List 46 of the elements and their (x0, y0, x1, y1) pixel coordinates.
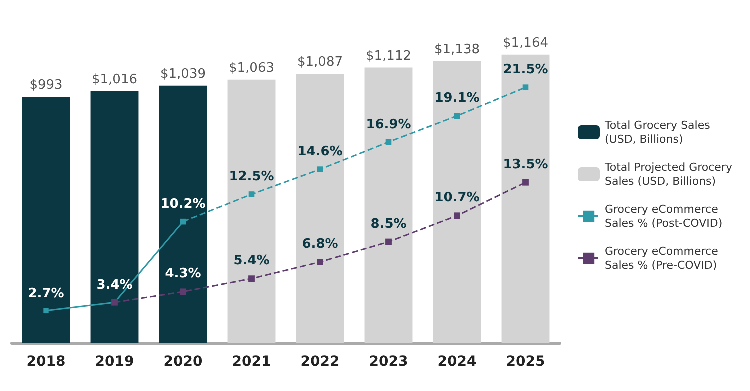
data-label: 2.7% (28, 286, 64, 302)
data-label: $1,087 (298, 54, 343, 70)
x-tick-label: 2020 (164, 354, 203, 370)
data-label: 21.5% (503, 62, 548, 78)
legend-label: Total Grocery Sales (USD, Billions) (604, 119, 714, 146)
point (44, 308, 49, 314)
point (522, 179, 529, 186)
data-label: $1,016 (92, 72, 138, 88)
x-tick-label: 2019 (95, 354, 134, 370)
data-label: 10.7% (434, 190, 480, 206)
data-label: $1,063 (229, 60, 274, 76)
point (386, 238, 392, 246)
data-label: $1,039 (160, 66, 206, 82)
x-tick-label: 2025 (506, 354, 546, 370)
data-label: 12.5% (229, 170, 274, 185)
x-tick-label: 2021 (232, 354, 272, 370)
point (454, 113, 460, 119)
x-tick-label: 2022 (300, 354, 340, 370)
data-label: 4.3% (165, 266, 202, 282)
point (317, 166, 324, 172)
data-label: 10.2% (160, 197, 206, 212)
data-label: $1,164 (503, 36, 548, 51)
point (317, 259, 324, 266)
point (180, 288, 186, 296)
data-label: 6.8% (302, 237, 338, 252)
x-tick-label: 2018 (26, 354, 66, 370)
x-tick-label: 2023 (369, 354, 408, 370)
data-label: 14.6% (298, 144, 343, 160)
legend-label: Grocery eCommerce Sales % (Post-COVID) (605, 203, 723, 230)
legend-label: Total Projected Grocery Sales (USD, Billions) (604, 161, 736, 188)
data-label: $1,138 (434, 42, 480, 58)
data-label: $993 (30, 78, 63, 94)
legend-label: Grocery eCommerce Sales % (Pre-COVID) (605, 245, 722, 272)
data-label: 16.9% (366, 117, 412, 132)
point (454, 212, 460, 220)
data-label: 19.1% (434, 91, 480, 106)
point (248, 276, 255, 282)
point (386, 139, 392, 146)
data-label: 13.5% (503, 157, 548, 172)
x-tick-label: 2024 (438, 354, 477, 370)
data-label: 3.4% (96, 278, 133, 294)
data-label: $1,112 (366, 48, 412, 64)
point (522, 84, 529, 90)
point (248, 192, 255, 198)
data-label: 8.5% (370, 216, 407, 232)
data-label: 5.4% (234, 254, 270, 269)
